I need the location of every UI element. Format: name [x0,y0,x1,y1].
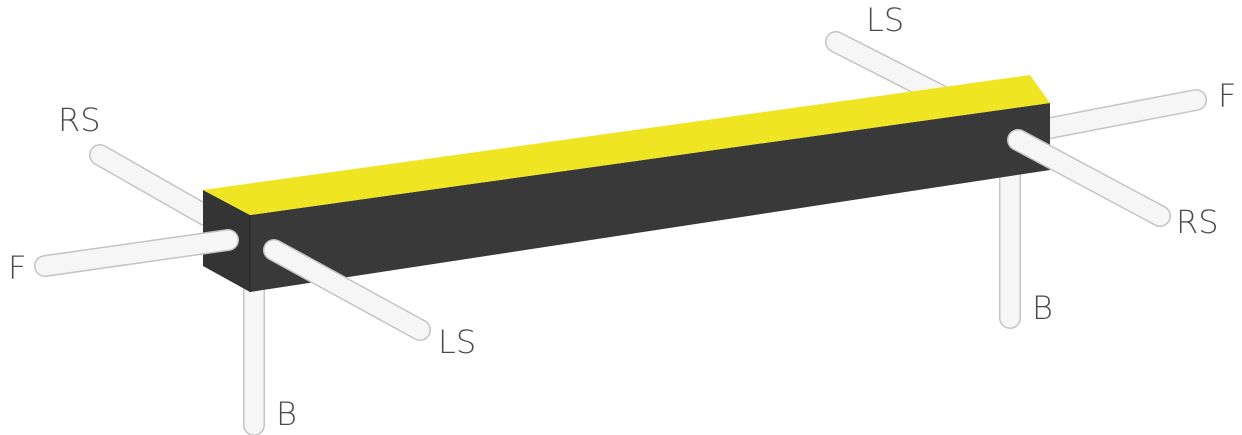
beam [203,75,1050,292]
label: F [8,249,26,287]
label: RS [1176,203,1219,241]
label: B [276,395,297,433]
label: F [1218,77,1236,115]
label: LS [866,1,904,39]
label: LS [438,323,476,361]
label: B [1032,289,1053,327]
rod [34,129,1171,341]
label: RS [58,101,101,139]
rod [89,31,1207,435]
